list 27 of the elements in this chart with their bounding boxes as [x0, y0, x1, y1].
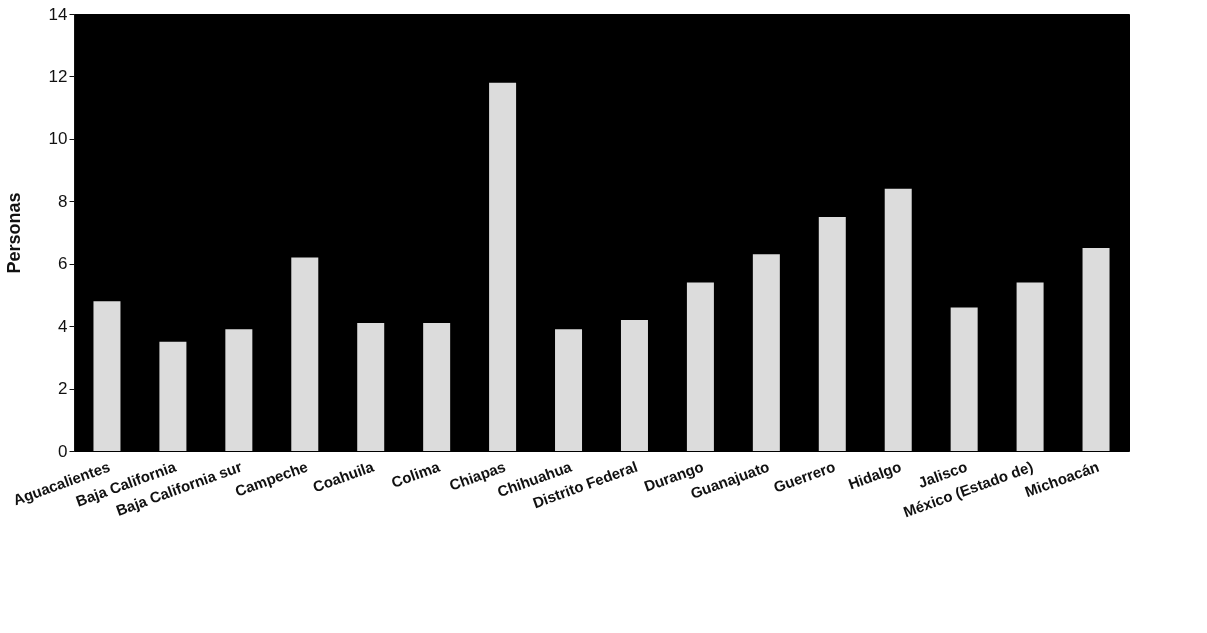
bar	[818, 216, 846, 451]
y-tick-label: 10	[48, 129, 68, 149]
y-tick-label: 4	[58, 316, 68, 336]
y-tick-label: 6	[58, 254, 68, 274]
bar	[423, 323, 451, 451]
y-tick-label: 14	[48, 4, 68, 24]
x-tick-label: Colima	[388, 457, 443, 491]
y-tick-label: 0	[58, 441, 68, 461]
bar	[159, 341, 187, 451]
y-tick-label: 12	[48, 66, 68, 86]
bar	[884, 188, 912, 451]
bar	[1082, 248, 1110, 451]
y-tick-label: 2	[58, 379, 68, 399]
bar	[620, 319, 648, 451]
bar	[291, 257, 319, 451]
bar	[686, 282, 714, 451]
bar	[950, 307, 978, 451]
bar	[752, 254, 780, 451]
bar	[357, 323, 385, 451]
bar	[225, 329, 253, 451]
bar	[489, 82, 517, 451]
bar	[1016, 282, 1044, 451]
bar	[555, 329, 583, 451]
y-tick-label: 8	[58, 191, 68, 211]
bar	[93, 301, 121, 451]
y-axis-title: Personas	[3, 192, 24, 274]
x-tick-label: Hidalgo	[845, 457, 904, 493]
